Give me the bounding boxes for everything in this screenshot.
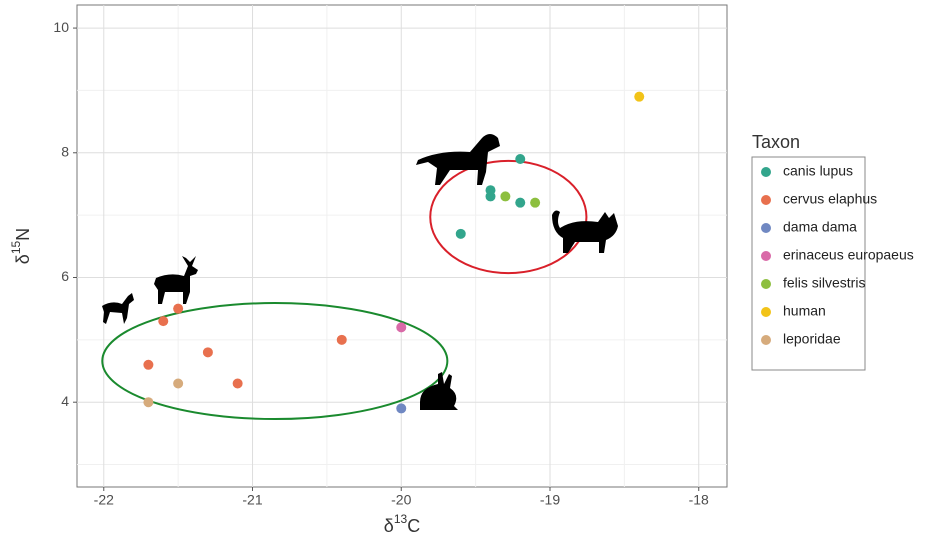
y-tick-label: 8 [61,143,69,159]
point [173,378,183,388]
x-label-base: δ [384,516,394,536]
point [634,92,644,102]
plot-frame [77,5,727,487]
legend-label: leporidae [783,331,841,347]
legend-label: cervus elaphus [783,191,877,207]
legend-key [761,335,771,345]
y-tick-label: 6 [61,268,69,284]
chart: δ13C δ15N Taxon canis lupuscervus elaphu… [0,0,951,540]
point [143,397,153,407]
legend-key [761,279,771,289]
legend-key [761,307,771,317]
x-tick-label: -20 [391,492,411,508]
point [515,154,525,164]
legend-label: dama dama [783,219,857,235]
legend-key [761,167,771,177]
x-label-tail: C [407,516,420,536]
point [515,198,525,208]
legend-label: canis lupus [783,163,853,179]
legend-label: human [783,303,826,319]
point [158,316,168,326]
y-axis-label: δ15N [9,228,33,264]
page: {"chart_data": {"type": "scatter", "xlab… [0,0,951,540]
y-label-sup: 15 [9,240,23,254]
legend: canis lupus cervus elaphus dama dama erinac… [761,163,914,347]
x-axis-label: δ13C [384,512,420,536]
legend-key [761,195,771,205]
x-tick-label: -19 [540,492,560,508]
legend-title: Taxon [752,132,800,152]
point [500,191,510,201]
legend-label: felis silvestris [783,275,865,291]
x-tick-label: -21 [242,492,262,508]
point [203,347,213,357]
y-label-tail: N [13,228,33,241]
legend-key [761,223,771,233]
point [530,198,540,208]
y-tick-label: 4 [61,393,69,409]
legend-key [761,251,771,261]
point [486,191,496,201]
point [233,378,243,388]
x-tick-label: -22 [94,492,114,508]
x-label-sup: 13 [394,512,408,526]
point [143,360,153,370]
point [173,304,183,314]
y-label-base: δ [13,254,33,264]
legend-label: erinaceus europaeus [783,247,914,263]
point [456,229,466,239]
point [396,403,406,413]
y-tick-label: 10 [53,19,69,35]
point [337,335,347,345]
point [396,322,406,332]
x-tick-label: -18 [689,492,709,508]
